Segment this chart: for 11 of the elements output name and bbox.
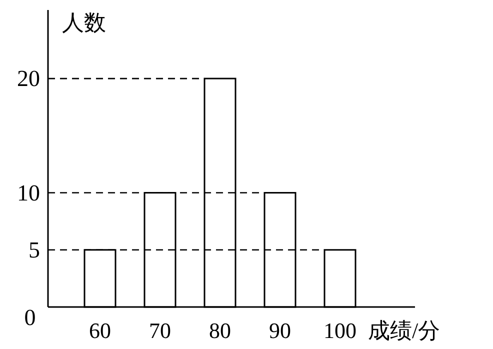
- x-tick-label: 80: [209, 318, 231, 343]
- y-axis-title: 人数: [62, 10, 106, 35]
- x-axis-title: 成绩/分: [368, 318, 440, 343]
- x-tick-label: 60: [89, 318, 111, 343]
- x-tick-label: 70: [149, 318, 171, 343]
- y-tick-label: 10: [17, 180, 40, 206]
- y-tick-label: 20: [17, 66, 40, 92]
- y-tick-label: 0: [24, 305, 36, 330]
- y-tick-label: 5: [28, 237, 40, 262]
- x-tick-label: 100: [324, 318, 356, 343]
- x-tick-label: 90: [269, 318, 291, 343]
